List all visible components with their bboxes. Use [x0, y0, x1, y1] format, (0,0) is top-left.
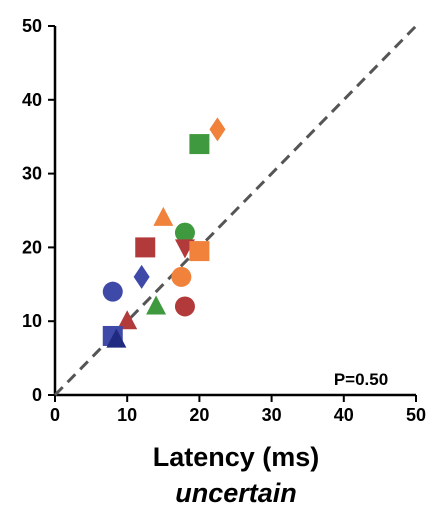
data-point-triangle — [153, 206, 174, 226]
y-tick-label: 30 — [22, 164, 42, 184]
reference-line — [53, 24, 418, 397]
x-axis-sublabel: uncertain — [175, 478, 297, 508]
x-tick-label: 40 — [334, 405, 354, 425]
data-points — [102, 117, 226, 348]
data-point-diamond — [133, 264, 150, 289]
data-point-circle — [171, 266, 192, 287]
y-tick-label: 0 — [32, 385, 42, 405]
x-tick-label: 30 — [262, 405, 282, 425]
y-ticks: 0 10 20 30 40 50 — [22, 16, 55, 405]
data-point-circle — [174, 222, 195, 243]
data-point-triangle — [106, 328, 127, 348]
data-point-square — [135, 237, 156, 258]
x-tick-label: 50 — [406, 405, 426, 425]
data-point-square — [189, 134, 210, 155]
data-point-circle — [174, 296, 195, 317]
data-point-triangle — [117, 310, 138, 330]
data-point-circle — [102, 281, 123, 302]
x-tick-label: 10 — [117, 405, 137, 425]
x-ticks: 0 10 20 30 40 50 — [50, 395, 426, 425]
x-tick-label: 0 — [50, 405, 60, 425]
x-tick-label: 20 — [189, 405, 209, 425]
data-point-square — [189, 241, 210, 262]
annotation-p-value: P=0.50 — [334, 370, 388, 389]
data-point-diamond — [209, 117, 226, 142]
y-tick-label: 50 — [22, 16, 42, 36]
y-tick-label: 20 — [22, 237, 42, 257]
y-tick-label: 10 — [22, 311, 42, 331]
data-point-triangle — [146, 295, 167, 315]
y-tick-label: 40 — [22, 90, 42, 110]
x-axis-label: Latency (ms) — [153, 442, 320, 472]
